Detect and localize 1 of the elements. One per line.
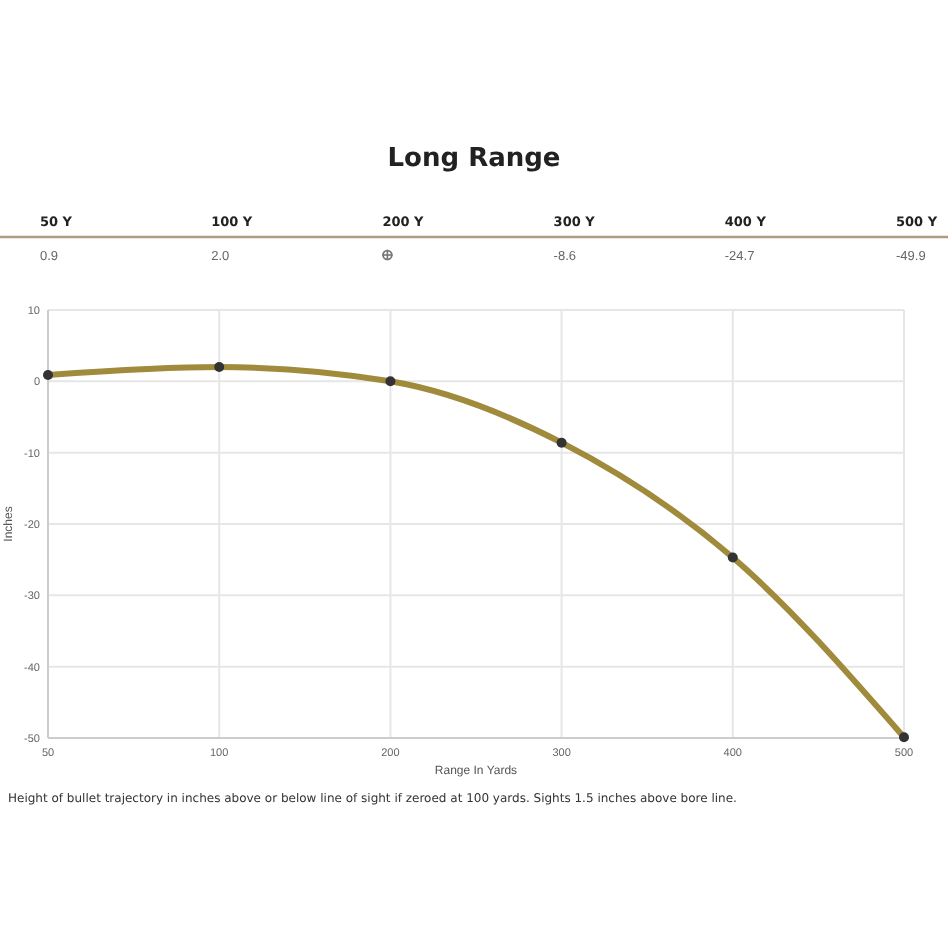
chart-title: Long Range [387, 144, 561, 174]
